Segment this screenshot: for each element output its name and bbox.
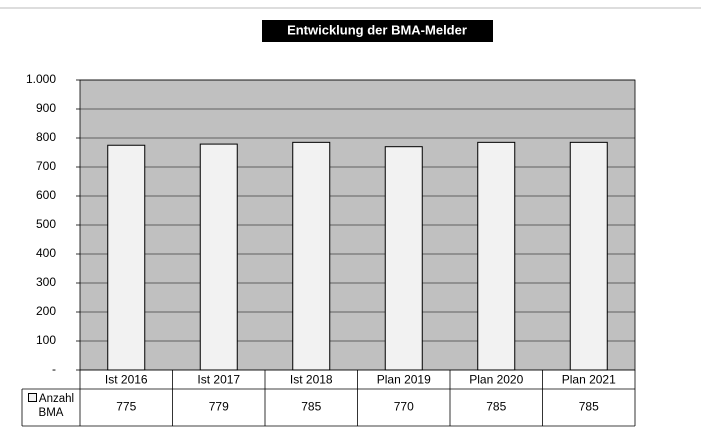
table-value: 779 [209,400,229,414]
x-tick-label: Plan 2020 [469,373,523,387]
y-tick-label: 400 [36,246,56,260]
y-tick-label: 600 [36,188,56,202]
y-tick-label: 800 [36,130,56,144]
title-box [262,20,493,42]
y-tick-label: 1.000 [26,72,56,86]
y-tick-label: - [52,362,56,376]
legend: Anzahl BMA [22,392,80,420]
x-tick-label: Plan 2021 [562,373,616,387]
bar [107,144,146,371]
table-value: 785 [579,400,599,414]
legend-label: Anzahl BMA [38,393,75,419]
chart-title: Entwicklung der BMA-Melder [287,22,467,37]
y-tick-label: 900 [36,101,56,115]
y-tick-label: 500 [36,217,56,231]
legend-entry: Anzahl BMA [22,392,80,420]
bar [199,143,238,371]
x-tick-label: Ist 2017 [197,373,240,387]
x-tick-label: Ist 2018 [290,373,333,387]
table-value: 785 [301,400,321,414]
x-tick-label: Ist 2016 [105,373,148,387]
x-tick-label: Plan 2019 [377,373,431,387]
legend-swatch [27,393,37,402]
bar [292,141,331,371]
table-value: 770 [394,400,414,414]
y-tick-label: 100 [36,333,56,347]
bar [477,141,516,371]
table-value: 775 [116,400,136,414]
y-tick-label: 200 [36,304,56,318]
table-value: 785 [486,400,506,414]
bar [384,146,423,371]
bar [569,141,608,371]
y-tick-label: 700 [36,159,56,173]
y-tick-label: 300 [36,275,56,289]
